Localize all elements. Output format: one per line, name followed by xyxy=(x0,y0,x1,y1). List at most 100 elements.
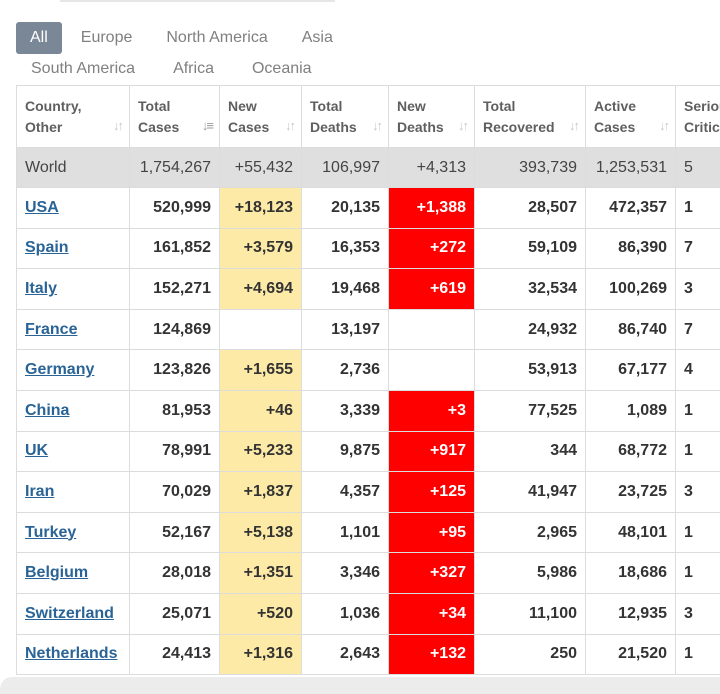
country-link[interactable]: UK xyxy=(25,442,49,460)
header-line: Deaths xyxy=(310,118,357,135)
cell-total-recovered: 344 xyxy=(474,430,586,473)
cell-serious: 3 xyxy=(675,268,720,310)
col-new-cases[interactable]: New Cases ↓↑ xyxy=(219,85,302,148)
table-body: World 1,754,267 +55,432 106,997 +4,313 3… xyxy=(16,147,720,676)
top-divider xyxy=(60,0,335,2)
cell-new-cases: +5,138 xyxy=(219,511,302,554)
sort-arrows-icon[interactable]: ↓↑ xyxy=(113,118,124,133)
cell-new-cases: +4,694 xyxy=(219,268,302,310)
cell-total-cases: 123,826 xyxy=(129,349,220,391)
cell-total-recovered: 11,100 xyxy=(474,592,586,635)
country-link[interactable]: Turkey xyxy=(25,523,77,541)
cell-total-cases: 152,271 xyxy=(129,268,220,310)
table-row: Italy 152,271 +4,694 19,468 +619 32,534 100,26… xyxy=(16,268,720,310)
sort-arrows-icon[interactable]: ↓↑ xyxy=(659,118,670,133)
cell-new-cases: +18,123 xyxy=(219,187,302,229)
cell-total-deaths: 1,036 xyxy=(301,592,389,635)
cell-total-recovered: 28,507 xyxy=(474,187,586,229)
country-link[interactable]: Switzerland xyxy=(25,604,114,622)
cell-active-cases: 86,740 xyxy=(585,308,676,351)
country-link[interactable]: Germany xyxy=(25,361,95,379)
sort-arrows-icon[interactable]: ↓↑ xyxy=(569,118,580,133)
col-country[interactable]: Country, Other ↓↑ xyxy=(16,85,130,148)
table-row: UK 78,991 +5,233 9,875 +917 344 68,772 1 xyxy=(16,430,720,473)
continent-tabs: All Europe North America Asia South Amer… xyxy=(16,22,716,85)
country-link[interactable]: Belgium xyxy=(25,564,89,582)
cell-total-deaths: 1,101 xyxy=(301,511,389,554)
cell-new-deaths xyxy=(388,308,475,351)
table-row: Iran 70,029 +1,837 4,357 +125 41,947 23,725 3 xyxy=(16,471,720,513)
cell-active-cases: 48,101 xyxy=(585,511,676,554)
sort-arrows-icon[interactable]: ↓↑ xyxy=(458,118,469,133)
cell-total-deaths: 9,875 xyxy=(301,430,389,473)
cell-serious: 7 xyxy=(675,227,720,270)
cell-total-recovered: 32,534 xyxy=(474,268,586,310)
sort-desc-icon[interactable]: ↓≡ xyxy=(201,118,214,133)
header-line: Cases xyxy=(228,118,270,135)
cell-serious: 1 xyxy=(675,430,720,473)
country-link[interactable]: Italy xyxy=(25,279,58,297)
table-row: Belgium 28,018 +1,351 3,346 +327 5,986 18,686 1 xyxy=(16,552,720,594)
country-cell: Belgium xyxy=(16,552,130,594)
col-total-cases[interactable]: Total Cases ↓≡ xyxy=(129,85,220,148)
country-link[interactable]: USA xyxy=(25,198,59,216)
col-active-cases[interactable]: Active Cases ↓↑ xyxy=(585,85,676,148)
country-link[interactable]: China xyxy=(25,401,70,419)
header-line: Cases xyxy=(138,118,180,135)
table-row: Turkey 52,167 +5,138 1,101 +95 2,965 48,101 1 xyxy=(16,511,720,554)
table-row: USA 520,999 +18,123 20,135 +1,388 28,507 472,3… xyxy=(16,187,720,229)
col-serious-critical[interactable]: Seriou Critic xyxy=(675,85,720,148)
cell-total-cases: 161,852 xyxy=(129,227,220,270)
cell-active-cases: 1,253,531 xyxy=(585,147,676,188)
col-total-deaths[interactable]: Total Deaths ↓↑ xyxy=(301,85,389,148)
cell-serious: 4 xyxy=(675,349,720,391)
cell-serious: 1 xyxy=(675,187,720,229)
cell-new-cases: +1,837 xyxy=(219,471,302,513)
cell-new-deaths: +272 xyxy=(388,227,475,270)
country-link[interactable]: Netherlands xyxy=(25,645,118,663)
sort-arrows-icon[interactable]: ↓↑ xyxy=(372,118,383,133)
cell-total-deaths: 3,339 xyxy=(301,389,389,432)
tab-europe[interactable]: Europe xyxy=(80,29,133,46)
tab-south-america[interactable]: South America xyxy=(31,60,136,77)
cell-total-recovered: 393,739 xyxy=(474,147,586,188)
col-new-deaths[interactable]: New Deaths ↓↑ xyxy=(388,85,475,148)
header-line: Total xyxy=(138,97,171,114)
country-link[interactable]: France xyxy=(25,320,78,338)
country-cell: Switzerland xyxy=(16,592,130,635)
tab-north-america[interactable]: North America xyxy=(166,29,268,46)
cell-total-deaths: 3,346 xyxy=(301,552,389,594)
cell-total-cases: 52,167 xyxy=(129,511,220,554)
tab-oceania[interactable]: Oceania xyxy=(251,60,312,77)
country-cell: Turkey xyxy=(16,511,130,554)
country-link[interactable]: Spain xyxy=(25,239,69,257)
header-line: Country, xyxy=(25,97,82,114)
cell-total-cases: 520,999 xyxy=(129,187,220,229)
table-row: France 124,869 13,197 24,932 86,740 7 xyxy=(16,308,720,351)
cell-total-recovered: 53,913 xyxy=(474,349,586,391)
cell-active-cases: 86,390 xyxy=(585,227,676,270)
table-row: Switzerland 25,071 +520 1,036 +34 11,100 12,93… xyxy=(16,592,720,635)
table-row: Germany 123,826 +1,655 2,736 53,913 67,177 4 xyxy=(16,349,720,391)
header-line: Seriou xyxy=(684,97,720,114)
cell-total-deaths: 19,468 xyxy=(301,268,389,310)
world-label: World xyxy=(16,147,130,188)
col-total-recovered[interactable]: Total Recovered ↓↑ xyxy=(474,85,586,148)
country-cell: USA xyxy=(16,187,130,229)
cell-active-cases: 18,686 xyxy=(585,552,676,594)
bottom-scroll-area xyxy=(0,677,720,694)
cell-new-cases: +1,351 xyxy=(219,552,302,594)
cell-serious: 3 xyxy=(675,471,720,513)
sort-arrows-icon[interactable]: ↓↑ xyxy=(285,118,296,133)
cell-new-cases xyxy=(219,308,302,351)
cell-new-cases: +1,316 xyxy=(219,633,302,676)
country-link[interactable]: Iran xyxy=(25,482,55,500)
cell-serious: 3 xyxy=(675,592,720,635)
country-cell: UK xyxy=(16,430,130,473)
cell-total-recovered: 2,965 xyxy=(474,511,586,554)
tab-asia[interactable]: Asia xyxy=(301,29,333,46)
cell-serious: 1 xyxy=(675,511,720,554)
cell-total-recovered: 41,947 xyxy=(474,471,586,513)
tab-africa[interactable]: Africa xyxy=(173,60,214,77)
tab-all[interactable]: All xyxy=(16,22,62,54)
